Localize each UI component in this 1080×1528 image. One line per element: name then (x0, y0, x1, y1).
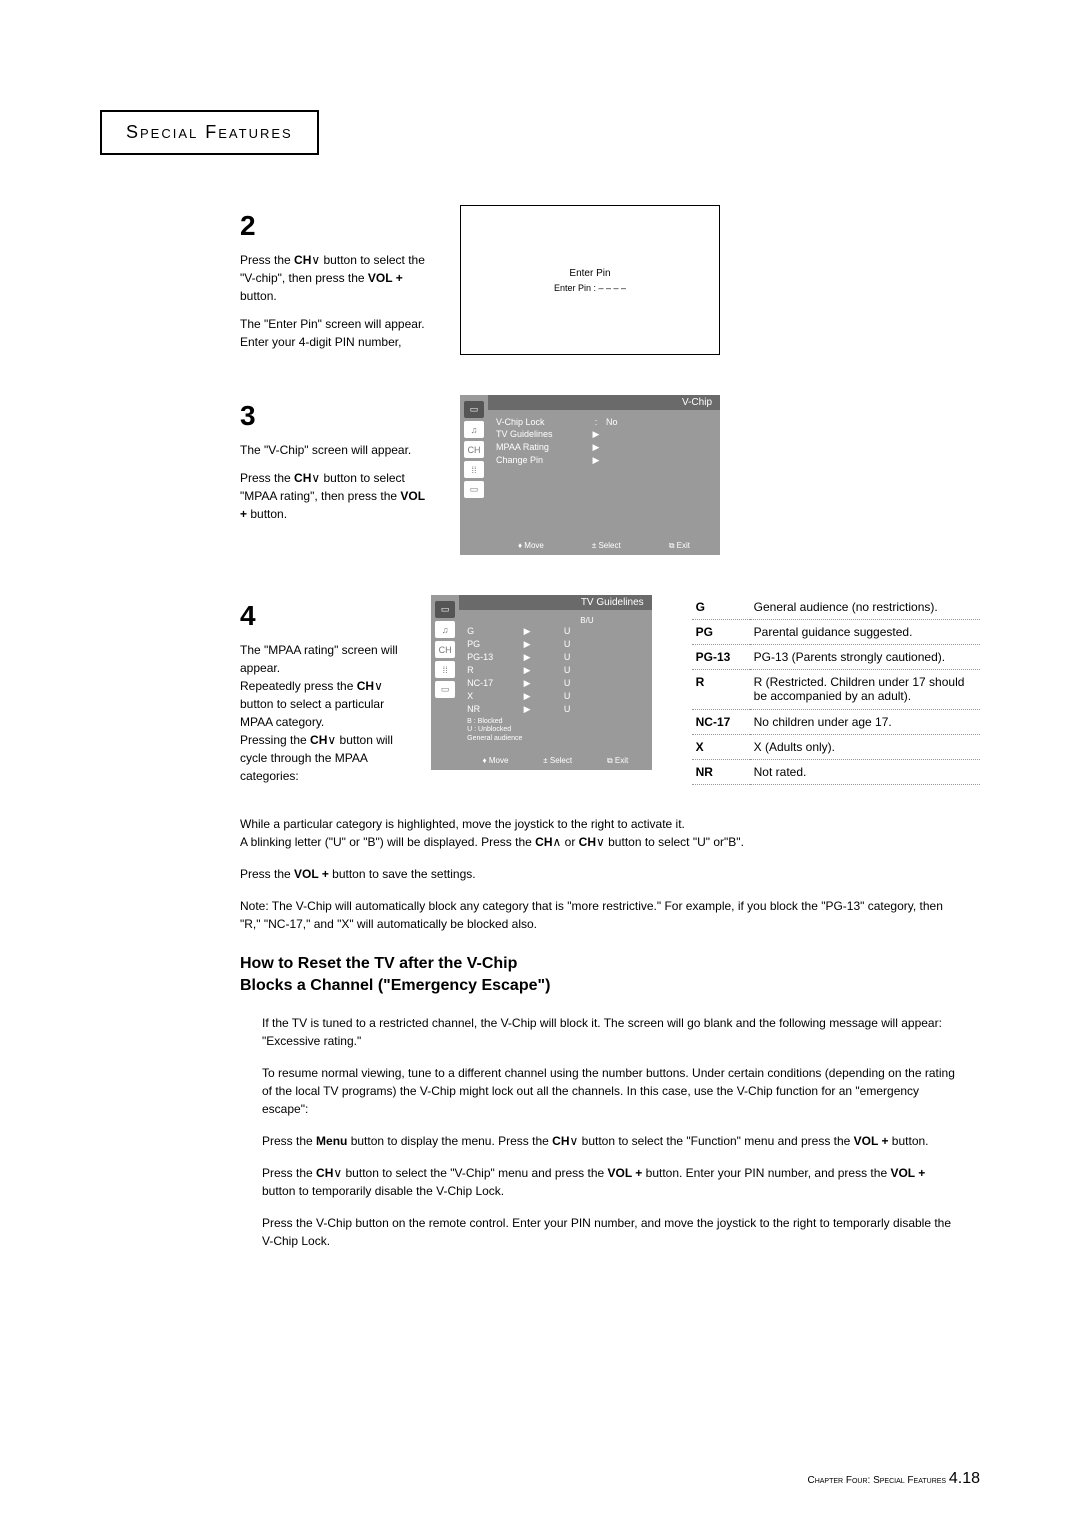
section-title-box: Special Features (100, 110, 319, 155)
osd-icon: ♫ (435, 621, 455, 638)
osd-footer: ♦ Move ± Select ⧉ Exit (488, 541, 720, 551)
osd-icon-column: ▭ ♫ CH ⁞⁞ ▭ (460, 395, 488, 555)
indent-5: Press the V-Chip button on the remote co… (100, 1214, 980, 1250)
indent-1: If the TV is tuned to a restricted chann… (100, 1014, 980, 1050)
step-2-para1: Press the CH∨ button to select the "V-ch… (240, 251, 430, 305)
step-4-para2: Repeatedly press the CH∨ button to selec… (240, 677, 401, 731)
osd-guidelines-content: TV Guidelines B/U G▶U PG▶U PG-13▶U R▶U N… (459, 595, 652, 770)
osd-row: V-Chip Lock:No (496, 416, 712, 428)
step-4: 4 The "MPAA rating" screen will appear. … (100, 595, 980, 785)
osd-tv-guidelines: ▭ ♫ CH ⁞⁞ ▭ TV Guidelines B/U G▶U PG▶U P… (431, 595, 652, 770)
chevron-down-icon: ∨ (333, 1166, 342, 1180)
step-3-para2: Press the CH∨ button to select "MPAA rat… (240, 469, 430, 523)
indent-2: To resume normal viewing, tune to a diff… (100, 1064, 980, 1118)
step-3-text: 3 The "V-Chip" screen will appear. Press… (240, 395, 430, 555)
table-row: RR (Restricted. Children under 17 should… (692, 670, 980, 709)
osd-legend: B : Blocked U : Unblocked General audien… (467, 718, 644, 743)
body-text-3: Note: The V-Chip will automatically bloc… (100, 897, 980, 933)
osd-row: NC-17▶U (467, 677, 644, 690)
table-row: PG-13PG-13 (Parents strongly cautioned). (692, 645, 980, 670)
osd-row: Change Pin▶ (496, 454, 712, 467)
osd-icon: ♫ (464, 421, 484, 438)
osd-footer: ♦ Move ± Select ⧉ Exit (459, 756, 652, 766)
step-3: 3 The "V-Chip" screen will appear. Press… (100, 395, 980, 555)
step-4-num: 4 (240, 595, 401, 637)
osd-row: R▶U (467, 664, 644, 677)
osd-icon: ▭ (464, 481, 484, 498)
step-2-num: 2 (240, 205, 430, 247)
osd-row: NR▶U (467, 703, 644, 716)
table-row: GGeneral audience (no restrictions). (692, 595, 980, 620)
step-3-num: 3 (240, 395, 430, 437)
step-4-para1: The "MPAA rating" screen will appear. (240, 641, 401, 677)
page-footer: Chapter Four: Special Features 4.18 (807, 1470, 980, 1488)
step-4-text: 4 The "MPAA rating" screen will appear. … (240, 595, 401, 785)
chevron-up-icon: ∧ (553, 835, 562, 849)
step-2: 2 Press the CH∨ button to select the "V-… (100, 205, 980, 355)
chevron-down-icon: ∨ (311, 253, 320, 267)
osd-enter-pin-title: Enter Pin (569, 268, 610, 279)
indent-3: Press the Menu button to display the men… (100, 1132, 980, 1150)
chevron-down-icon: ∨ (311, 471, 320, 485)
table-row: PGParental guidance suggested. (692, 620, 980, 645)
osd-icon: ▭ (435, 601, 455, 618)
table-row: NRNot rated. (692, 759, 980, 784)
section-title: Special Features (126, 122, 293, 142)
osd-row: X▶U (467, 690, 644, 703)
osd-row: PG▶U (467, 638, 644, 651)
indent-4: Press the CH∨ button to select the "V-Ch… (100, 1164, 980, 1200)
osd-enter-pin-line: Enter Pin : – – – – (554, 283, 626, 293)
osd-row: TV Guidelines▶ (496, 428, 712, 441)
osd-vchip-title: V-Chip (488, 395, 720, 410)
osd-row: MPAA Rating▶ (496, 441, 712, 454)
body-text-1: While a particular category is highlight… (100, 815, 980, 851)
step-4-para3: Pressing the CH∨ button will cycle throu… (240, 731, 401, 785)
osd-icon-column: ▭ ♫ CH ⁞⁞ ▭ (431, 595, 459, 770)
body-text-2: Press the VOL + button to save the setti… (100, 865, 980, 883)
subheading: How to Reset the TV after the V-Chip Blo… (240, 953, 980, 996)
table-row: NC-17No children under age 17. (692, 709, 980, 734)
osd-row: PG-13▶U (467, 651, 644, 664)
step-3-para1: The "V-Chip" screen will appear. (240, 441, 430, 459)
osd-guidelines-title: TV Guidelines (459, 595, 652, 610)
osd-icon: ▭ (464, 401, 484, 418)
osd-vchip: ▭ ♫ CH ⁞⁞ ▭ V-Chip V-Chip Lock:No TV Gui… (460, 395, 720, 555)
step-2-text: 2 Press the CH∨ button to select the "V-… (240, 205, 430, 355)
osd-header2: B/U (467, 616, 644, 625)
osd-row: G▶U (467, 625, 644, 638)
ratings-table: GGeneral audience (no restrictions). PGP… (692, 595, 980, 785)
osd-icon: CH (464, 441, 484, 458)
chevron-down-icon: ∨ (570, 1134, 579, 1148)
chevron-down-icon: ∨ (596, 835, 605, 849)
osd-icon: ▭ (435, 681, 455, 698)
step-2-para2: The "Enter Pin" screen will appear. Ente… (240, 315, 430, 351)
chevron-down-icon: ∨ (327, 733, 336, 747)
osd-icon: ⁞⁞ (464, 461, 484, 478)
osd-vchip-content: V-Chip V-Chip Lock:No TV Guidelines▶ MPA… (488, 395, 720, 555)
osd-icon: ⁞⁞ (435, 661, 455, 678)
osd-icon: CH (435, 641, 455, 658)
osd-enter-pin: Enter Pin Enter Pin : – – – – (460, 205, 720, 355)
table-row: XX (Adults only). (692, 734, 980, 759)
chevron-down-icon: ∨ (374, 679, 383, 693)
